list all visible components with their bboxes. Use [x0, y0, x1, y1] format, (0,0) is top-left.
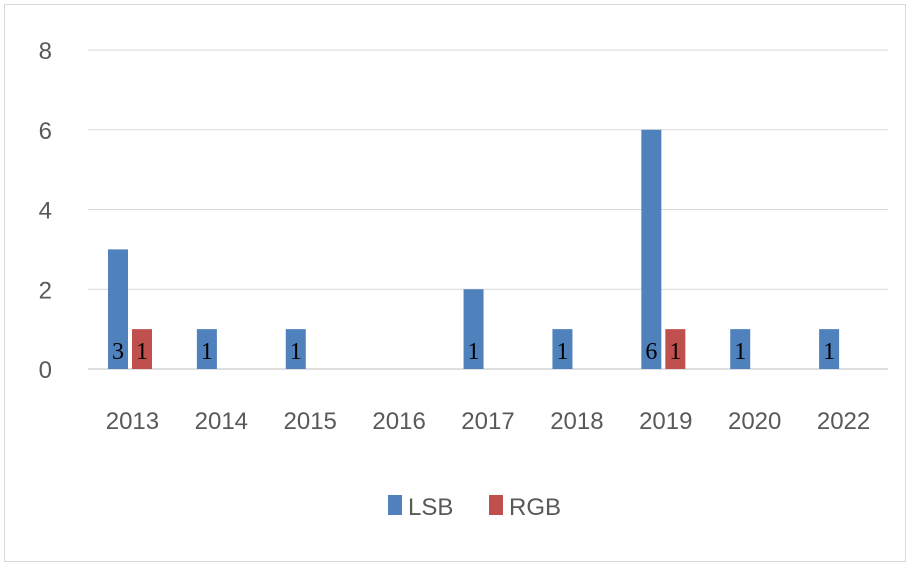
- y-tick-label: 0: [39, 357, 52, 384]
- chart-frame: [4, 4, 906, 562]
- y-axis-ticks: 0 2 4 6 8: [39, 38, 52, 384]
- legend-label-lsb: LSB: [408, 494, 453, 521]
- bar-lsb-2018: [552, 329, 573, 369]
- bar-lsb-2019: [641, 129, 662, 369]
- y-tick-label: 8: [39, 38, 52, 65]
- data-label-lsb-2013: 3: [112, 339, 124, 365]
- bar-rgb-2013: [132, 329, 152, 369]
- data-label-lsb-2015: 1: [290, 339, 302, 365]
- data-label-lsb-2017: 1: [468, 339, 480, 365]
- x-tick-label: 2013: [106, 408, 159, 435]
- legend-label-rgb: RGB: [509, 494, 561, 521]
- bar-lsb-2020: [730, 329, 751, 369]
- x-tick-label: 2017: [461, 408, 514, 435]
- data-label-lsb-2019: 6: [645, 339, 657, 365]
- bars: [108, 129, 840, 369]
- bar-lsb-2013: [108, 249, 128, 369]
- x-tick-label: 2016: [372, 408, 425, 435]
- data-label-lsb-2020: 1: [734, 339, 746, 365]
- x-tick-label: 2014: [195, 408, 248, 435]
- x-tick-label: 2020: [728, 408, 781, 435]
- bar-lsb-2022: [819, 329, 840, 369]
- data-label-lsb-2022: 1: [823, 339, 835, 365]
- y-tick-label: 2: [39, 277, 52, 304]
- x-tick-label: 2022: [817, 408, 870, 435]
- legend-swatch-lsb: [388, 495, 402, 515]
- y-tick-label: 6: [39, 118, 52, 145]
- x-tick-label: 2018: [550, 408, 603, 435]
- y-tick-label: 4: [39, 198, 52, 225]
- x-axis-ticks: 2013 2014 2015 2016 2017 2018 2019 2020 2022: [106, 408, 871, 435]
- data-label-lsb-2014: 1: [201, 339, 213, 365]
- legend-swatch-rgb: [489, 495, 503, 515]
- bar-lsb-2014: [196, 329, 217, 369]
- data-label-rgb-2019: 1: [669, 339, 681, 365]
- gridlines: [88, 49, 888, 370]
- bar-rgb-2019: [665, 329, 686, 369]
- x-tick-label: 2019: [639, 408, 692, 435]
- x-tick-label: 2015: [284, 408, 337, 435]
- data-label-lsb-2018: 1: [556, 339, 568, 365]
- bar-lsb-2017: [463, 289, 484, 369]
- legend: LSB RGB: [388, 494, 561, 521]
- data-label-rgb-2013: 1: [136, 339, 148, 365]
- bar-lsb-2015: [285, 329, 306, 369]
